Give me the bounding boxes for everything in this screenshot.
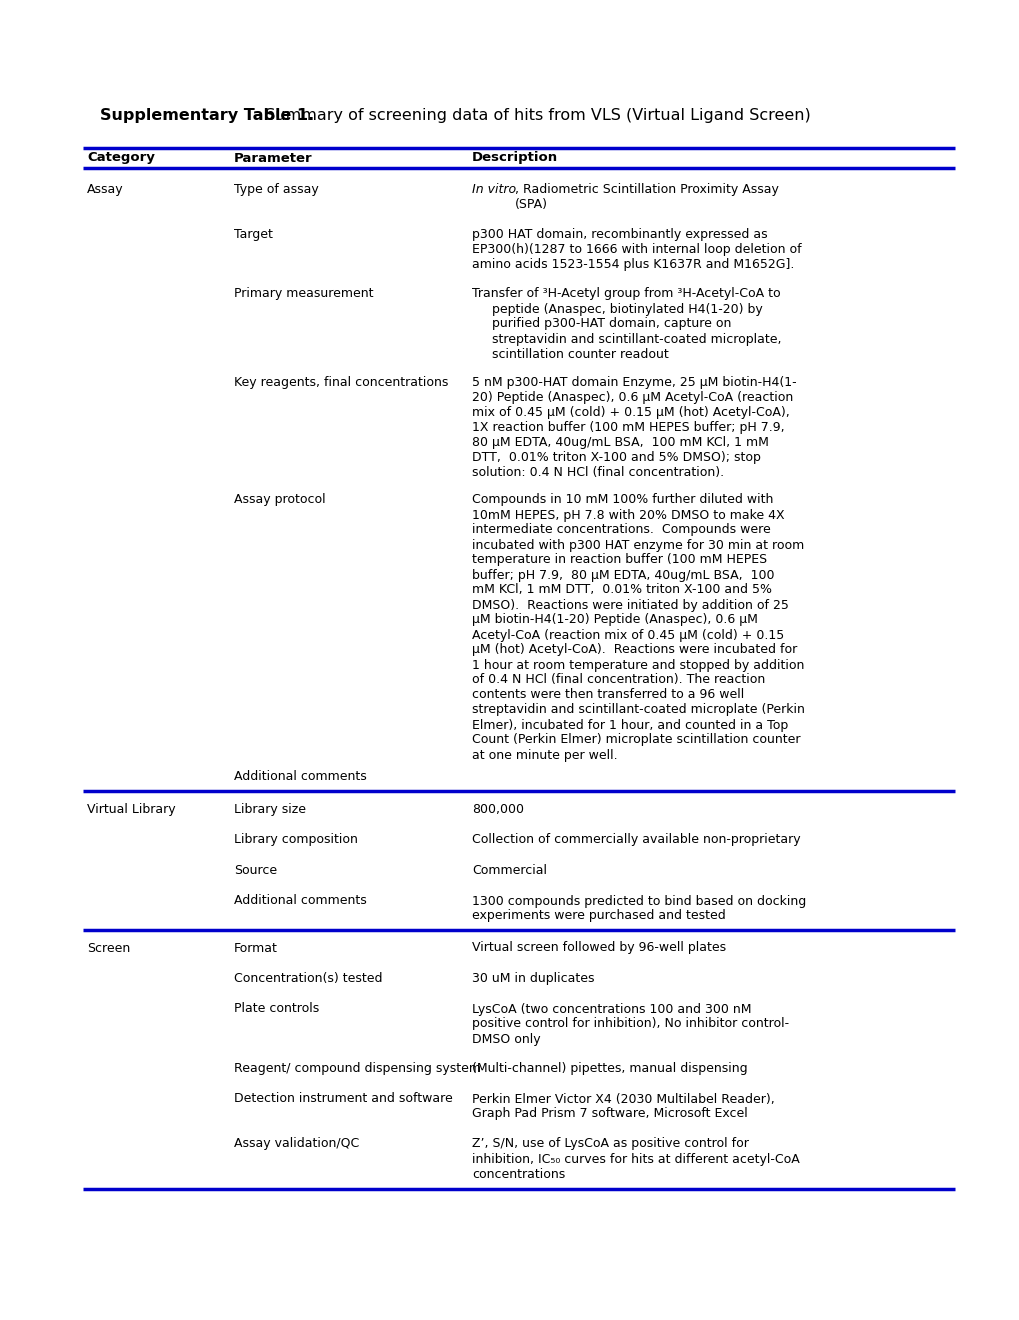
- Text: Plate controls: Plate controls: [233, 1002, 319, 1015]
- Text: p300 HAT domain, recombinantly expressed as
EP300(h)(1287 to 1666 with internal : p300 HAT domain, recombinantly expressed…: [472, 228, 801, 271]
- Text: Additional comments: Additional comments: [233, 895, 367, 908]
- Text: Collection of commercially available non-proprietary: Collection of commercially available non…: [472, 833, 800, 846]
- Text: LysCoA (two concentrations 100 and 300 nM
positive control for inhibition), No i: LysCoA (two concentrations 100 and 300 n…: [472, 1002, 789, 1045]
- Text: Format: Format: [233, 941, 277, 954]
- Text: 30 uM in duplicates: 30 uM in duplicates: [472, 972, 594, 985]
- Text: Supplementary Table 1.: Supplementary Table 1.: [100, 108, 314, 123]
- Text: Library composition: Library composition: [233, 833, 358, 846]
- Text: Summary of screening data of hits from VLS (Virtual Ligand Screen): Summary of screening data of hits from V…: [255, 108, 810, 123]
- Text: Primary measurement: Primary measurement: [233, 288, 373, 301]
- Text: 800,000: 800,000: [472, 803, 524, 816]
- Text: Assay validation/QC: Assay validation/QC: [233, 1138, 359, 1151]
- Text: Additional comments: Additional comments: [233, 771, 367, 784]
- Text: Assay protocol: Assay protocol: [233, 494, 325, 507]
- Text: Key reagents, final concentrations: Key reagents, final concentrations: [233, 376, 448, 389]
- Text: Parameter: Parameter: [233, 152, 312, 165]
- Text: Category: Category: [87, 152, 155, 165]
- Text: Perkin Elmer Victor X4 (2030 Multilabel Reader),
Graph Pad Prism 7 software, Mic: Perkin Elmer Victor X4 (2030 Multilabel …: [472, 1093, 774, 1121]
- Text: (Multi-channel) pipettes, manual dispensing: (Multi-channel) pipettes, manual dispens…: [472, 1063, 747, 1074]
- Text: In vitro: In vitro: [472, 183, 516, 195]
- Text: Commercial: Commercial: [472, 865, 546, 876]
- Text: Transfer of ³H-Acetyl group from ³H-Acetyl-CoA to
     peptide (Anaspec, biotiny: Transfer of ³H-Acetyl group from ³H-Acet…: [472, 288, 781, 360]
- Text: 5 nM p300-HAT domain Enzyme, 25 μM biotin-H4(1-
20) Peptide (Anaspec), 0.6 μM Ac: 5 nM p300-HAT domain Enzyme, 25 μM bioti…: [472, 376, 796, 479]
- Text: Type of assay: Type of assay: [233, 183, 319, 195]
- Text: Assay: Assay: [87, 183, 123, 195]
- Text: Virtual Library: Virtual Library: [87, 803, 175, 816]
- Text: Reagent/ compound dispensing system: Reagent/ compound dispensing system: [233, 1063, 481, 1074]
- Text: Virtual screen followed by 96-well plates: Virtual screen followed by 96-well plate…: [472, 941, 726, 954]
- Text: 1300 compounds predicted to bind based on docking
experiments were purchased and: 1300 compounds predicted to bind based o…: [472, 895, 805, 923]
- Text: Detection instrument and software: Detection instrument and software: [233, 1093, 452, 1106]
- Text: Description: Description: [472, 152, 557, 165]
- Text: Library size: Library size: [233, 803, 306, 816]
- Text: Concentration(s) tested: Concentration(s) tested: [233, 972, 382, 985]
- Text: Screen: Screen: [87, 941, 130, 954]
- Text: Compounds in 10 mM 100% further diluted with
10mM HEPES, pH 7.8 with 20% DMSO to: Compounds in 10 mM 100% further diluted …: [472, 494, 804, 762]
- Text: Source: Source: [233, 865, 277, 876]
- Text: Z’, S/N, use of LysCoA as positive control for
inhibition, IC₅₀ curves for hits : Z’, S/N, use of LysCoA as positive contr…: [472, 1138, 799, 1180]
- Text: , Radiometric Scintillation Proximity Assay
(SPA): , Radiometric Scintillation Proximity As…: [515, 183, 779, 211]
- Text: Target: Target: [233, 228, 273, 242]
